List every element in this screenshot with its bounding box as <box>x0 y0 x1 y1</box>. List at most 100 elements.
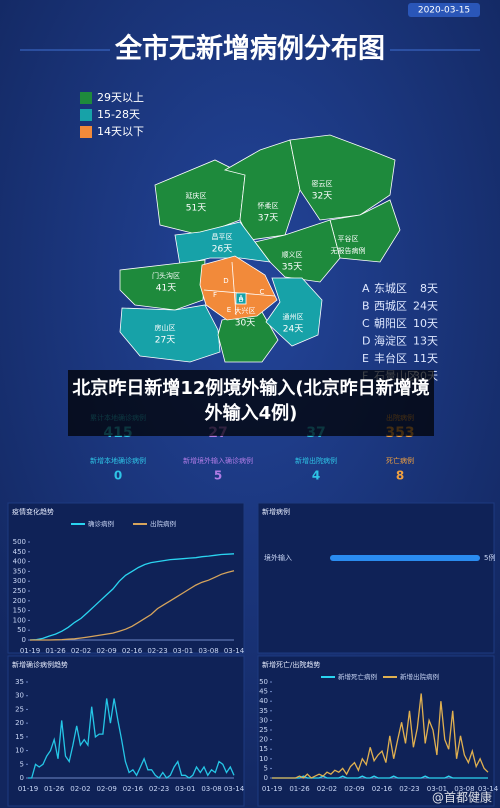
x-tick-label: 03-14 <box>224 647 245 655</box>
list-letter: C <box>362 317 370 330</box>
x-tick-label: 02-23 <box>399 785 419 793</box>
list-name: 朝阳区 <box>374 317 407 330</box>
y-tick-label: 300 <box>13 577 26 585</box>
series-line <box>28 698 235 779</box>
list-letter: E <box>362 352 369 365</box>
panel-title: 新增确诊病例趋势 <box>12 660 68 669</box>
district-days: 27天 <box>155 336 175 346</box>
y-tick-label: 0 <box>22 636 26 644</box>
panel <box>257 502 495 654</box>
date-tag <box>408 3 480 17</box>
y-tick-label: 15 <box>259 745 268 753</box>
panel-title: 新增病例 <box>262 507 290 516</box>
x-tick-label: 02-23 <box>149 785 169 793</box>
panel <box>7 502 245 654</box>
y-tick-label: 45 <box>259 688 268 696</box>
x-tick-label: 02-02 <box>70 785 90 793</box>
x-tick-label: 02-09 <box>96 647 116 655</box>
bar-label: 境外输入 <box>264 553 292 562</box>
x-tick-label: 03-14 <box>478 785 499 793</box>
list-letter: B <box>362 300 370 313</box>
x-tick-label: 01-19 <box>20 647 40 655</box>
list-days: 11天 <box>413 352 438 365</box>
district-name: 通州区 <box>283 312 304 321</box>
district-days: 30天 <box>235 319 255 329</box>
district-letter: E <box>227 306 231 314</box>
district-letter: F <box>213 291 217 299</box>
caption: 北京昨日新增12例境外输入(北京昨日新增境 <box>72 377 429 399</box>
x-tick-label: 02-09 <box>344 785 364 793</box>
legend-swatch <box>80 109 92 121</box>
list-letter: D <box>362 335 370 348</box>
list-days: 13天 <box>413 335 438 348</box>
district-name: 房山区 <box>155 323 176 332</box>
district-name: 怀柔区 <box>258 201 279 210</box>
y-tick-label: 10 <box>15 747 24 755</box>
district-letter: A <box>239 294 244 302</box>
series-line <box>30 570 235 641</box>
x-tick-label: 03-08 <box>198 647 218 655</box>
list-name: 丰台区 <box>374 351 407 365</box>
legend-label: 新增出院病例 <box>400 672 439 681</box>
list-days: 10天 <box>413 317 438 330</box>
list-name: 东城区 <box>374 282 407 295</box>
bar <box>330 555 480 561</box>
district-name: 顺义区 <box>282 251 303 259</box>
panel <box>7 655 245 807</box>
watermark: @首都健康 <box>432 790 492 805</box>
y-tick-label: 30 <box>259 716 268 724</box>
x-tick-label: 01-26 <box>44 785 65 793</box>
x-tick-label: 02-16 <box>123 785 144 793</box>
stat-value: 8 <box>396 469 404 483</box>
map <box>119 134 401 363</box>
district-days: 32天 <box>312 192 332 202</box>
list-days: 8天 <box>420 282 438 295</box>
list-name: 西城区 <box>374 300 407 313</box>
y-tick-label: 10 <box>259 755 268 763</box>
x-tick-label: 03-14 <box>224 785 245 793</box>
y-tick-label: 20 <box>259 736 268 744</box>
y-tick-label: 30 <box>15 692 24 700</box>
y-tick-label: 5 <box>20 760 24 768</box>
legend-label: 确诊病例 <box>88 519 114 528</box>
x-tick-label: 03-01 <box>175 785 195 793</box>
y-tick-label: 100 <box>13 616 26 624</box>
district-letter: D <box>223 277 228 285</box>
district-name: 密云区 <box>312 179 333 188</box>
district-days: 51天 <box>186 204 206 214</box>
panel-title: 新增死亡/出院趋势 <box>262 660 320 669</box>
y-tick-label: 20 <box>15 719 24 727</box>
y-tick-label: 5 <box>264 764 268 772</box>
x-tick-label: 02-23 <box>147 647 167 655</box>
y-tick-label: 40 <box>259 697 268 705</box>
title: 全市无新增病例分布图 <box>114 33 385 65</box>
legend-label: 14天以下 <box>97 125 144 138</box>
caption: 外输入4例) <box>205 402 298 424</box>
district-letter: C <box>260 288 265 296</box>
series-line <box>29 553 235 641</box>
stat-value: 5 <box>214 469 222 483</box>
x-tick-label: 03-01 <box>427 785 447 793</box>
legend-label: 出院病例 <box>150 519 176 528</box>
x-tick-label: 01-26 <box>289 785 310 793</box>
y-tick-label: 450 <box>13 548 26 556</box>
y-tick-label: 400 <box>13 558 26 566</box>
district <box>235 292 247 305</box>
district-days: 26天 <box>212 245 232 255</box>
x-tick-label: 01-26 <box>45 647 66 655</box>
y-tick-label: 250 <box>13 587 26 595</box>
x-tick-label: 02-09 <box>96 785 116 793</box>
y-tick-label: 150 <box>13 607 26 615</box>
y-tick-label: 15 <box>15 733 24 741</box>
district-days: 无报告病例 <box>331 246 366 255</box>
stat-value: 0 <box>114 469 122 483</box>
y-tick-label: 0 <box>264 774 268 782</box>
y-tick-label: 35 <box>15 678 24 686</box>
district <box>199 255 278 321</box>
list-days: 24天 <box>413 300 438 313</box>
district <box>119 304 221 363</box>
x-tick-label: 02-02 <box>71 647 91 655</box>
district-name: 昌平区 <box>212 233 233 241</box>
district <box>119 259 206 311</box>
